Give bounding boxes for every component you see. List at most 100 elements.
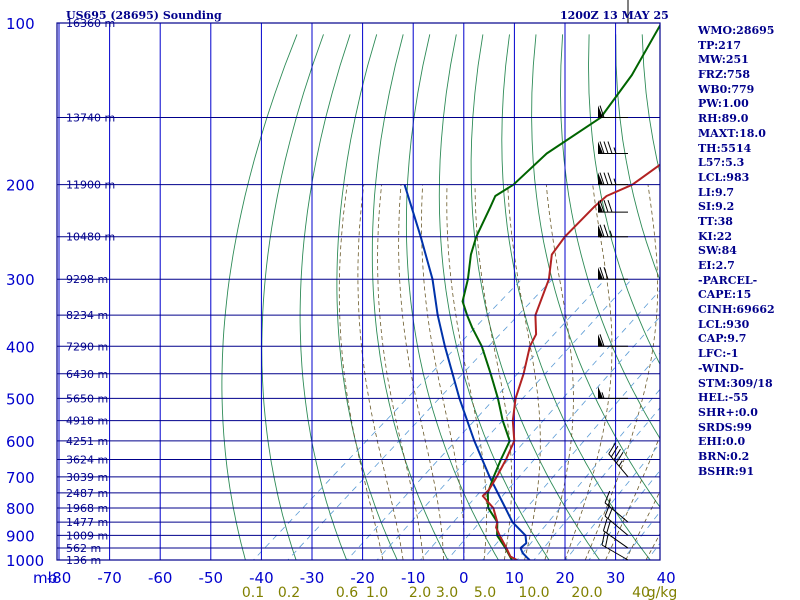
mixing-ratio-line: [622, 511, 660, 560]
mixing-ratio-line: [588, 469, 660, 560]
wind-barb-staff: [604, 515, 629, 536]
wind-barb-half-flag: [613, 147, 617, 154]
moist-adiabat: [338, 184, 384, 560]
wind-barb-flag: [607, 172, 613, 185]
height-label: 2487 m: [66, 487, 108, 500]
mixing-ratio-line: [482, 352, 660, 560]
dry-adiabat: [371, 34, 449, 560]
index-item: WMO:28695: [698, 24, 775, 37]
index-item: SI:9.2: [698, 200, 735, 214]
dry-adiabat: [588, 34, 660, 366]
dry-adiabat: [470, 34, 601, 560]
index-item: -PARCEL-: [698, 273, 758, 287]
index-item: TT:38: [698, 214, 733, 228]
wind-barb-flag: [610, 445, 619, 458]
temperature-tick-label: 20: [555, 569, 574, 587]
wind-barb-flag: [603, 224, 609, 237]
dry-adiabat: [531, 34, 660, 508]
index-item: KI:22: [698, 229, 733, 243]
wind-barb-flag: [606, 520, 611, 534]
dry-adiabat: [560, 34, 660, 440]
wind-barb-flag: [607, 141, 613, 154]
temperature-tick-label: -10: [401, 569, 426, 587]
height-label: 8234 m: [66, 309, 108, 322]
wind-barb-half-flag: [609, 230, 613, 237]
wind-barb-pennant: [598, 172, 603, 185]
index-item: BSHR:91: [698, 464, 755, 478]
temperature-tick-label: 0: [459, 569, 469, 587]
wind-barb-flag: [599, 267, 605, 280]
index-item: MW:251: [698, 53, 749, 67]
wind-barb-flag: [613, 448, 621, 461]
index-item: TP:217: [698, 38, 742, 52]
temperature-tick-label: -50: [199, 569, 224, 587]
wind-barb: [601, 532, 629, 561]
temperature-tick-label: -80: [47, 569, 72, 587]
index-item: CAPE:15: [698, 288, 752, 302]
dry-adiabat: [299, 34, 351, 560]
station-title: US695 (28695) Sounding: [66, 9, 222, 22]
temperature-tick-label: 40: [657, 569, 676, 587]
plot-frame: [56, 22, 661, 561]
wind-barb-pennant: [598, 334, 603, 347]
pressure-tick-label: 500: [6, 390, 35, 408]
mixing-ratio-label: 0.6: [336, 585, 358, 600]
wind-barb-half-flag: [613, 178, 617, 185]
wind-barb: [598, 199, 628, 213]
wind-barb: [598, 386, 628, 399]
height-label: 4251 m: [66, 435, 108, 448]
wind-barb: [598, 141, 628, 155]
height-label: 11900 m: [66, 179, 115, 192]
wind-barb-flag: [616, 451, 624, 464]
parcel-trace: [403, 184, 531, 560]
pressure-tick-label: 700: [6, 469, 35, 487]
height-label: 10480 m: [66, 231, 115, 244]
height-label: 562 m: [66, 542, 101, 555]
index-item: EHI:0.0: [698, 435, 746, 449]
height-label: 1968 m: [66, 502, 108, 515]
moist-adiabat: [544, 184, 574, 560]
index-item: LI:9.7: [698, 185, 735, 199]
wind-barb-flag: [599, 199, 605, 213]
pressure-unit-label: mb: [33, 569, 57, 587]
mixing-ratio-label: 10.0: [518, 585, 549, 600]
height-label: 5650 m: [66, 392, 108, 405]
height-label: 6430 m: [66, 368, 108, 381]
wind-barb-pennant: [598, 200, 603, 213]
dry-adiabat: [261, 34, 324, 560]
wind-barb: [604, 504, 629, 536]
index-item: L57:5.3: [698, 156, 745, 170]
mixing-ratio-line: [287, 278, 553, 560]
height-label: 3039 m: [66, 471, 108, 484]
wind-barb-flag: [603, 141, 609, 154]
index-item: SRDS:99: [698, 420, 752, 434]
dry-adiabat: [221, 34, 298, 560]
plot-area: [58, 23, 660, 560]
index-item: TH:5514: [698, 141, 752, 155]
wind-barb-flag: [599, 224, 605, 237]
height-label: 7290 m: [66, 340, 108, 353]
mixing-ratio-label: 5.0: [474, 585, 496, 600]
wind-barb-flag: [599, 172, 605, 185]
index-item: -WIND-: [698, 361, 744, 375]
stability-index-panel: WMO:28695 TP:217 MW:251 FRZ:758 WB0:779 PW:1.…: [698, 24, 798, 479]
moist-adiabat: [605, 435, 660, 560]
mixing-ratio-line: [533, 407, 660, 560]
temperature-tick-label: -70: [97, 569, 122, 587]
mixing-ratio-label: 20.0: [571, 585, 602, 600]
pressure-tick-label: 400: [6, 338, 35, 356]
temperature-tick-label: -60: [148, 569, 173, 587]
wind-barb-pennant: [598, 105, 603, 118]
temperature-tick-label: -20: [350, 569, 375, 587]
height-label: 4918 m: [66, 415, 108, 428]
mixing-ratio-label: 40: [632, 585, 650, 600]
wind-barb-flag: [608, 442, 616, 455]
mixing-ratio-label: 0.2: [278, 585, 300, 600]
wind-barb-half-flag: [607, 499, 611, 506]
dry-adiabat: [405, 34, 499, 560]
wind-barb: [598, 334, 628, 347]
wind-barb-staff: [603, 530, 629, 549]
moist-adiabat: [474, 184, 513, 560]
index-item: CAP:9.7: [698, 332, 747, 346]
